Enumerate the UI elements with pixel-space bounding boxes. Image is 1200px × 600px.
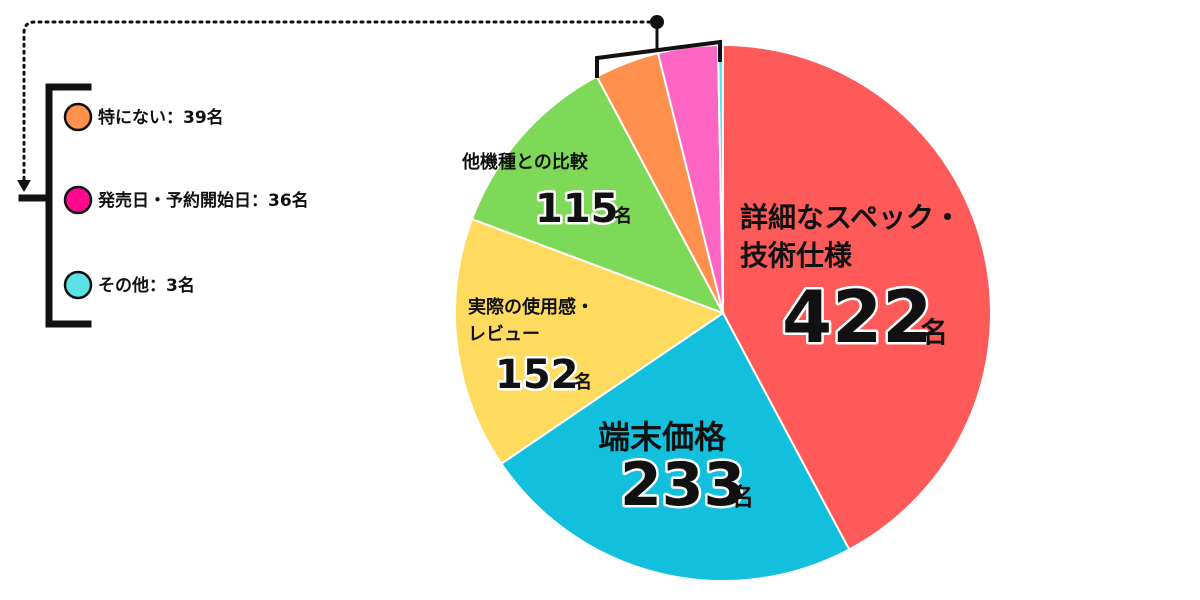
review-value: 152 — [495, 352, 579, 398]
price-label-line1: 端末価格 — [598, 418, 727, 456]
slice-label-spec: 詳細なスペック・ 技術仕様 422 名 — [740, 201, 961, 362]
spec-value: 422 — [782, 275, 932, 359]
legend-label: 発売日・予約開始日：36名 — [97, 190, 309, 211]
compare-unit: 名 — [614, 205, 632, 227]
spec-label-line1: 詳細なスペック・ — [740, 201, 961, 234]
pie-slice-1 — [499, 311, 851, 582]
spec-label-line2: 技術仕様 — [740, 239, 853, 272]
small-slices-callout — [17, 15, 722, 192]
legend-item-none: 特にない：39名 — [63, 102, 224, 132]
pie-slice-2 — [454, 217, 726, 466]
callout-dot — [650, 15, 664, 29]
price-value: 233 — [620, 450, 745, 520]
legend-label: 特にない：39名 — [98, 107, 224, 128]
spec-unit: 名 — [920, 316, 948, 349]
legend-item-release: 発売日・予約開始日：36名 — [63, 185, 309, 215]
slice-label-compare: 他機種との比較 115 名 — [461, 151, 632, 235]
legend-swatch — [63, 102, 93, 132]
review-label-line1: 実際の使用感・ — [468, 296, 594, 318]
pie-slice-3 — [470, 75, 726, 315]
compare-value: 115 — [535, 186, 619, 232]
callout-arrowhead — [17, 180, 31, 192]
pie-slice-0 — [722, 43, 992, 551]
legend-label: その他：3名 — [98, 275, 195, 296]
legend: 特にない：39名 発売日・予約開始日：36名 その他：3名 — [63, 102, 309, 300]
legend-swatch — [63, 185, 93, 215]
callout-dotted-line — [22, 20, 652, 184]
price-unit: 名 — [730, 483, 754, 511]
slice-label-review: 実際の使用感・ レビュー 152 名 — [468, 296, 594, 401]
review-unit: 名 — [574, 371, 592, 393]
compare-label-line1: 他機種との比較 — [461, 151, 589, 173]
slice-label-price: 端末価格 233 名 — [598, 418, 754, 523]
legend-bracket — [18, 83, 92, 328]
legend-swatch — [63, 270, 93, 300]
legend-item-other: その他：3名 — [63, 270, 195, 300]
review-label-line2: レビュー — [468, 324, 540, 345]
